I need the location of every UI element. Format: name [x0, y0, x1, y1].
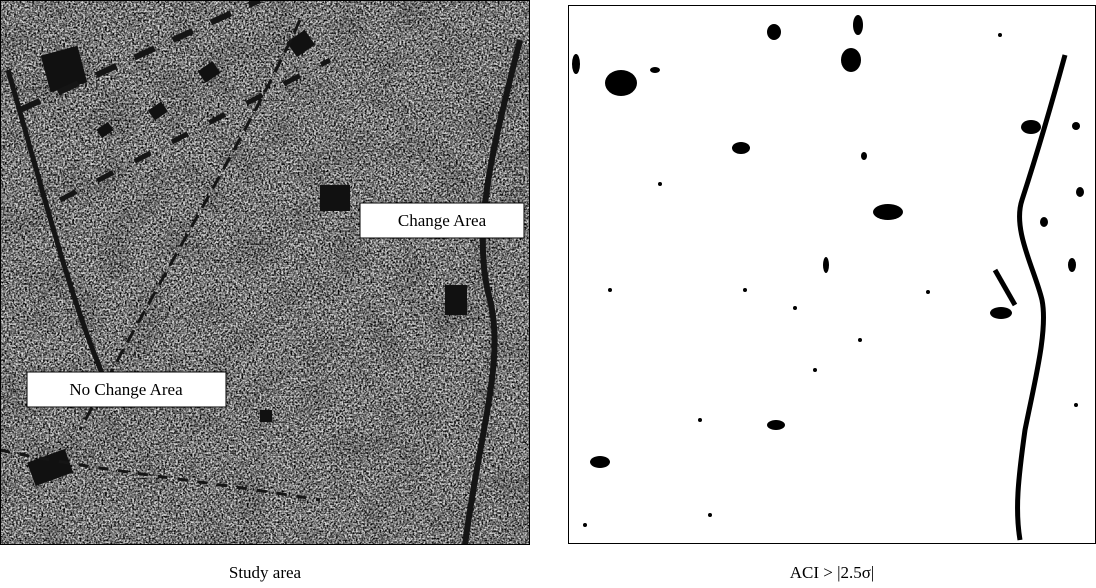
caption: Study area [229, 563, 302, 582]
study-area-image [0, 0, 530, 545]
figure: Change Area No Change Area [0, 0, 1096, 588]
caption: ACI > |2.5σ| [790, 563, 875, 582]
page: {"panels": [ {"caption": "Study area", "… [0, 0, 1096, 588]
aci-map [569, 6, 1096, 544]
change-area-label: Change Area [398, 211, 487, 230]
no-change-area-label: No Change Area [69, 380, 183, 399]
